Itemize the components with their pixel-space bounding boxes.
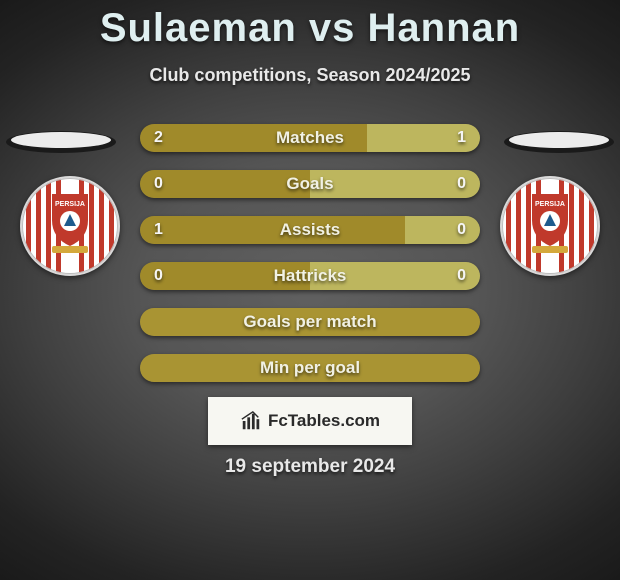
crest-shadow-left [6,128,116,156]
crest-shadow-right [504,128,614,156]
svg-text:PERSIJA: PERSIJA [535,201,565,208]
stat-bar-label: Assists [140,216,480,244]
stat-bar: Min per goal [140,354,480,382]
stat-bar: 00Hattricks [140,262,480,290]
brand-text: FcTables.com [268,411,380,431]
stat-bar: 00Goals [140,170,480,198]
club-crest-left: PERSIJA [20,176,120,276]
stat-bar: Goals per match [140,308,480,336]
stat-bar: 21Matches [140,124,480,152]
brand-chart-icon [240,410,262,432]
stat-bar-label: Hattricks [140,262,480,290]
club-crest-right: PERSIJA [500,176,600,276]
stat-bar-label: Matches [140,124,480,152]
stat-bar-label: Min per goal [140,354,480,382]
stat-bar-label: Goals per match [140,308,480,336]
stat-bar-label: Goals [140,170,480,198]
stat-bars: 21Matches 00Goals 10Assists 00Hattricks Goal… [140,124,480,400]
page-title: Sulaeman vs Hannan [0,0,620,51]
stat-bar: 10Assists [140,216,480,244]
page-subtitle: Club competitions, Season 2024/2025 [0,65,620,86]
brand-box: FcTables.com [208,397,412,445]
svg-text:PERSIJA: PERSIJA [55,201,85,208]
date-text: 19 september 2024 [0,456,620,478]
